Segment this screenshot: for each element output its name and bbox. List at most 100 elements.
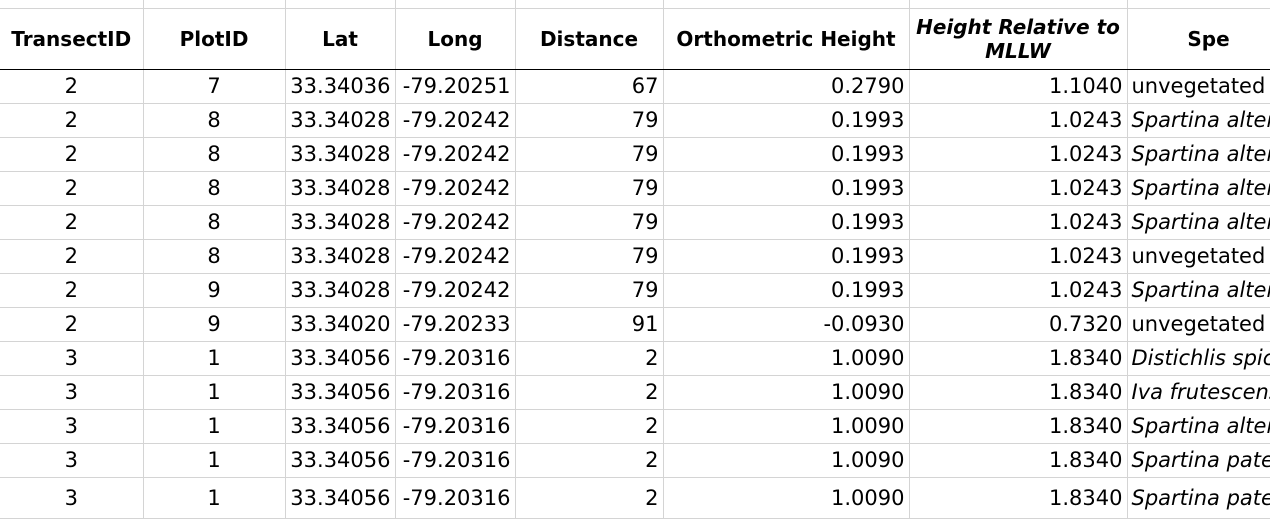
cell-plotid[interactable]: 8 bbox=[143, 137, 286, 172]
cell-species[interactable]: Spartina pate bbox=[1127, 477, 1270, 519]
cell-plotid[interactable]: 9 bbox=[143, 273, 286, 308]
cell-height-mllw[interactable]: 1.8340 bbox=[909, 477, 1128, 519]
strip-cell[interactable] bbox=[909, 0, 1128, 9]
cell-species[interactable]: Distichlis spic bbox=[1127, 341, 1270, 376]
cell-distance[interactable]: 79 bbox=[515, 205, 664, 240]
header-species[interactable]: Spe bbox=[1127, 8, 1270, 70]
cell-distance[interactable]: 79 bbox=[515, 273, 664, 308]
cell-species[interactable]: Spartina pate bbox=[1127, 443, 1270, 478]
cell-long[interactable]: -79.20242 bbox=[395, 171, 516, 206]
cell-distance[interactable]: 91 bbox=[515, 307, 664, 342]
cell-plotid[interactable]: 8 bbox=[143, 103, 286, 138]
cell-distance[interactable]: 2 bbox=[515, 375, 664, 410]
cell-plotid[interactable]: 1 bbox=[143, 443, 286, 478]
cell-height-mllw[interactable]: 1.8340 bbox=[909, 409, 1128, 444]
cell-orthometric-height[interactable]: 0.1993 bbox=[663, 171, 910, 206]
cell-plotid[interactable]: 8 bbox=[143, 239, 286, 274]
cell-lat[interactable]: 33.34056 bbox=[285, 341, 396, 376]
cell-plotid[interactable]: 1 bbox=[143, 409, 286, 444]
header-lat[interactable]: Lat bbox=[285, 8, 396, 70]
cell-long[interactable]: -79.20316 bbox=[395, 375, 516, 410]
cell-height-mllw[interactable]: 1.8340 bbox=[909, 443, 1128, 478]
cell-height-mllw[interactable]: 0.7320 bbox=[909, 307, 1128, 342]
header-plotid[interactable]: PlotID bbox=[143, 8, 286, 70]
cell-lat[interactable]: 33.34036 bbox=[285, 69, 396, 104]
cell-long[interactable]: -79.20242 bbox=[395, 273, 516, 308]
header-orthometric-height[interactable]: Orthometric Height bbox=[663, 8, 910, 70]
cell-orthometric-height[interactable]: 0.2790 bbox=[663, 69, 910, 104]
cell-long[interactable]: -79.20242 bbox=[395, 205, 516, 240]
cell-species[interactable]: Spartina alter bbox=[1127, 137, 1270, 172]
cell-plotid[interactable]: 1 bbox=[143, 341, 286, 376]
cell-distance[interactable]: 2 bbox=[515, 477, 664, 519]
cell-distance[interactable]: 67 bbox=[515, 69, 664, 104]
cell-species[interactable]: Iva frutescens bbox=[1127, 375, 1270, 410]
cell-species[interactable]: unvegetated bbox=[1127, 239, 1270, 274]
cell-height-mllw[interactable]: 1.0243 bbox=[909, 239, 1128, 274]
cell-lat[interactable]: 33.34056 bbox=[285, 409, 396, 444]
cell-long[interactable]: -79.20251 bbox=[395, 69, 516, 104]
cell-transectid[interactable]: 2 bbox=[0, 273, 144, 308]
strip-cell[interactable] bbox=[515, 0, 664, 9]
cell-long[interactable]: -79.20316 bbox=[395, 409, 516, 444]
cell-long[interactable]: -79.20233 bbox=[395, 307, 516, 342]
cell-orthometric-height[interactable]: 1.0090 bbox=[663, 341, 910, 376]
cell-height-mllw[interactable]: 1.8340 bbox=[909, 375, 1128, 410]
cell-lat[interactable]: 33.34020 bbox=[285, 307, 396, 342]
cell-height-mllw[interactable]: 1.0243 bbox=[909, 205, 1128, 240]
cell-transectid[interactable]: 3 bbox=[0, 409, 144, 444]
cell-species[interactable]: Spartina alter bbox=[1127, 205, 1270, 240]
header-distance[interactable]: Distance bbox=[515, 8, 664, 70]
cell-distance[interactable]: 79 bbox=[515, 137, 664, 172]
cell-transectid[interactable]: 2 bbox=[0, 307, 144, 342]
cell-lat[interactable]: 33.34028 bbox=[285, 171, 396, 206]
cell-long[interactable]: -79.20242 bbox=[395, 239, 516, 274]
cell-distance[interactable]: 2 bbox=[515, 409, 664, 444]
cell-distance[interactable]: 79 bbox=[515, 239, 664, 274]
cell-transectid[interactable]: 2 bbox=[0, 205, 144, 240]
cell-plotid[interactable]: 7 bbox=[143, 69, 286, 104]
cell-long[interactable]: -79.20242 bbox=[395, 137, 516, 172]
cell-distance[interactable]: 2 bbox=[515, 341, 664, 376]
cell-transectid[interactable]: 2 bbox=[0, 103, 144, 138]
cell-orthometric-height[interactable]: 0.1993 bbox=[663, 205, 910, 240]
cell-plotid[interactable]: 1 bbox=[143, 477, 286, 519]
cell-transectid[interactable]: 3 bbox=[0, 341, 144, 376]
cell-height-mllw[interactable]: 1.0243 bbox=[909, 273, 1128, 308]
cell-height-mllw[interactable]: 1.0243 bbox=[909, 103, 1128, 138]
strip-cell[interactable] bbox=[143, 0, 286, 9]
cell-long[interactable]: -79.20316 bbox=[395, 443, 516, 478]
cell-lat[interactable]: 33.34028 bbox=[285, 205, 396, 240]
cell-orthometric-height[interactable]: 1.0090 bbox=[663, 409, 910, 444]
strip-cell[interactable] bbox=[1127, 0, 1270, 9]
cell-transectid[interactable]: 3 bbox=[0, 477, 144, 519]
cell-height-mllw[interactable]: 1.0243 bbox=[909, 171, 1128, 206]
cell-lat[interactable]: 33.34028 bbox=[285, 273, 396, 308]
header-transectid[interactable]: TransectID bbox=[0, 8, 144, 70]
cell-long[interactable]: -79.20242 bbox=[395, 103, 516, 138]
cell-orthometric-height[interactable]: 1.0090 bbox=[663, 477, 910, 519]
cell-long[interactable]: -79.20316 bbox=[395, 477, 516, 519]
cell-plotid[interactable]: 9 bbox=[143, 307, 286, 342]
cell-long[interactable]: -79.20316 bbox=[395, 341, 516, 376]
cell-orthometric-height[interactable]: 1.0090 bbox=[663, 375, 910, 410]
strip-cell[interactable] bbox=[663, 0, 910, 9]
cell-transectid[interactable]: 2 bbox=[0, 137, 144, 172]
cell-species[interactable]: Spartina alter bbox=[1127, 171, 1270, 206]
cell-transectid[interactable]: 2 bbox=[0, 69, 144, 104]
strip-cell[interactable] bbox=[0, 0, 144, 9]
cell-distance[interactable]: 2 bbox=[515, 443, 664, 478]
cell-height-mllw[interactable]: 1.1040 bbox=[909, 69, 1128, 104]
cell-species[interactable]: unvegetated bbox=[1127, 69, 1270, 104]
cell-lat[interactable]: 33.34028 bbox=[285, 103, 396, 138]
cell-orthometric-height[interactable]: 0.1993 bbox=[663, 239, 910, 274]
cell-transectid[interactable]: 3 bbox=[0, 375, 144, 410]
cell-plotid[interactable]: 8 bbox=[143, 171, 286, 206]
cell-lat[interactable]: 33.34056 bbox=[285, 443, 396, 478]
strip-cell[interactable] bbox=[395, 0, 516, 9]
cell-species[interactable]: Spartina alter bbox=[1127, 409, 1270, 444]
cell-orthometric-height[interactable]: -0.0930 bbox=[663, 307, 910, 342]
cell-lat[interactable]: 33.34028 bbox=[285, 137, 396, 172]
cell-transectid[interactable]: 2 bbox=[0, 239, 144, 274]
cell-orthometric-height[interactable]: 0.1993 bbox=[663, 103, 910, 138]
